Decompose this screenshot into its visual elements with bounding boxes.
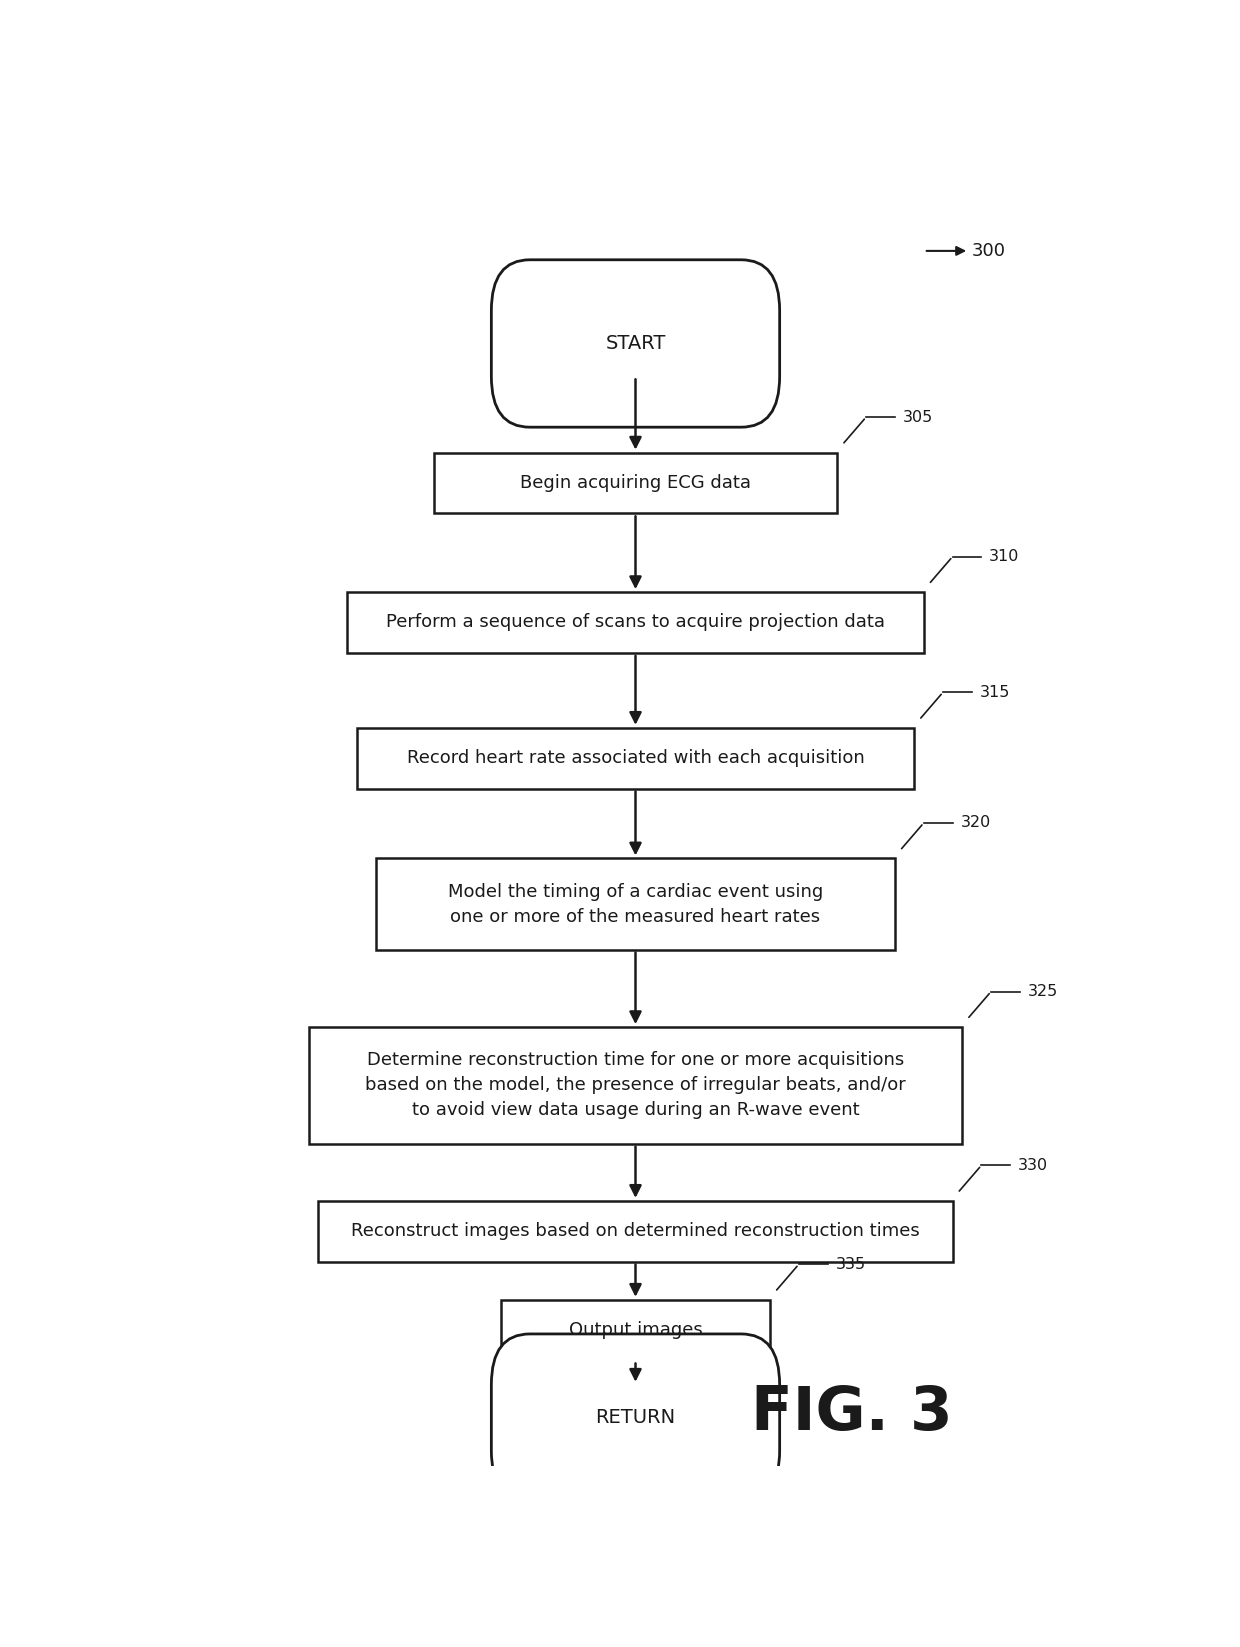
Text: Model the timing of a cardiac event using
one or more of the measured heart rate: Model the timing of a cardiac event usin… bbox=[448, 883, 823, 926]
Text: Perform a sequence of scans to acquire projection data: Perform a sequence of scans to acquire p… bbox=[386, 613, 885, 631]
FancyBboxPatch shape bbox=[434, 453, 837, 514]
Text: FIG. 3: FIG. 3 bbox=[751, 1383, 952, 1443]
Text: 310: 310 bbox=[990, 548, 1019, 563]
Text: Reconstruct images based on determined reconstruction times: Reconstruct images based on determined r… bbox=[351, 1222, 920, 1240]
FancyBboxPatch shape bbox=[319, 1201, 952, 1262]
FancyBboxPatch shape bbox=[491, 260, 780, 427]
Text: Begin acquiring ECG data: Begin acquiring ECG data bbox=[520, 474, 751, 492]
Text: Record heart rate associated with each acquisition: Record heart rate associated with each a… bbox=[407, 749, 864, 768]
Text: 330: 330 bbox=[1018, 1158, 1048, 1173]
FancyBboxPatch shape bbox=[376, 858, 895, 950]
FancyBboxPatch shape bbox=[347, 591, 924, 652]
Text: 325: 325 bbox=[1028, 983, 1058, 1000]
Text: 320: 320 bbox=[960, 815, 991, 830]
FancyBboxPatch shape bbox=[357, 728, 914, 789]
FancyBboxPatch shape bbox=[309, 1028, 962, 1143]
Text: 305: 305 bbox=[903, 410, 932, 425]
Text: Output images: Output images bbox=[569, 1321, 702, 1339]
FancyBboxPatch shape bbox=[491, 1334, 780, 1502]
Text: 315: 315 bbox=[980, 685, 1009, 700]
Text: START: START bbox=[605, 334, 666, 352]
Text: Determine reconstruction time for one or more acquisitions
based on the model, t: Determine reconstruction time for one or… bbox=[365, 1051, 906, 1120]
Text: RETURN: RETURN bbox=[595, 1408, 676, 1428]
Text: 300: 300 bbox=[926, 242, 1006, 260]
Text: 335: 335 bbox=[836, 1257, 866, 1271]
FancyBboxPatch shape bbox=[501, 1299, 770, 1360]
